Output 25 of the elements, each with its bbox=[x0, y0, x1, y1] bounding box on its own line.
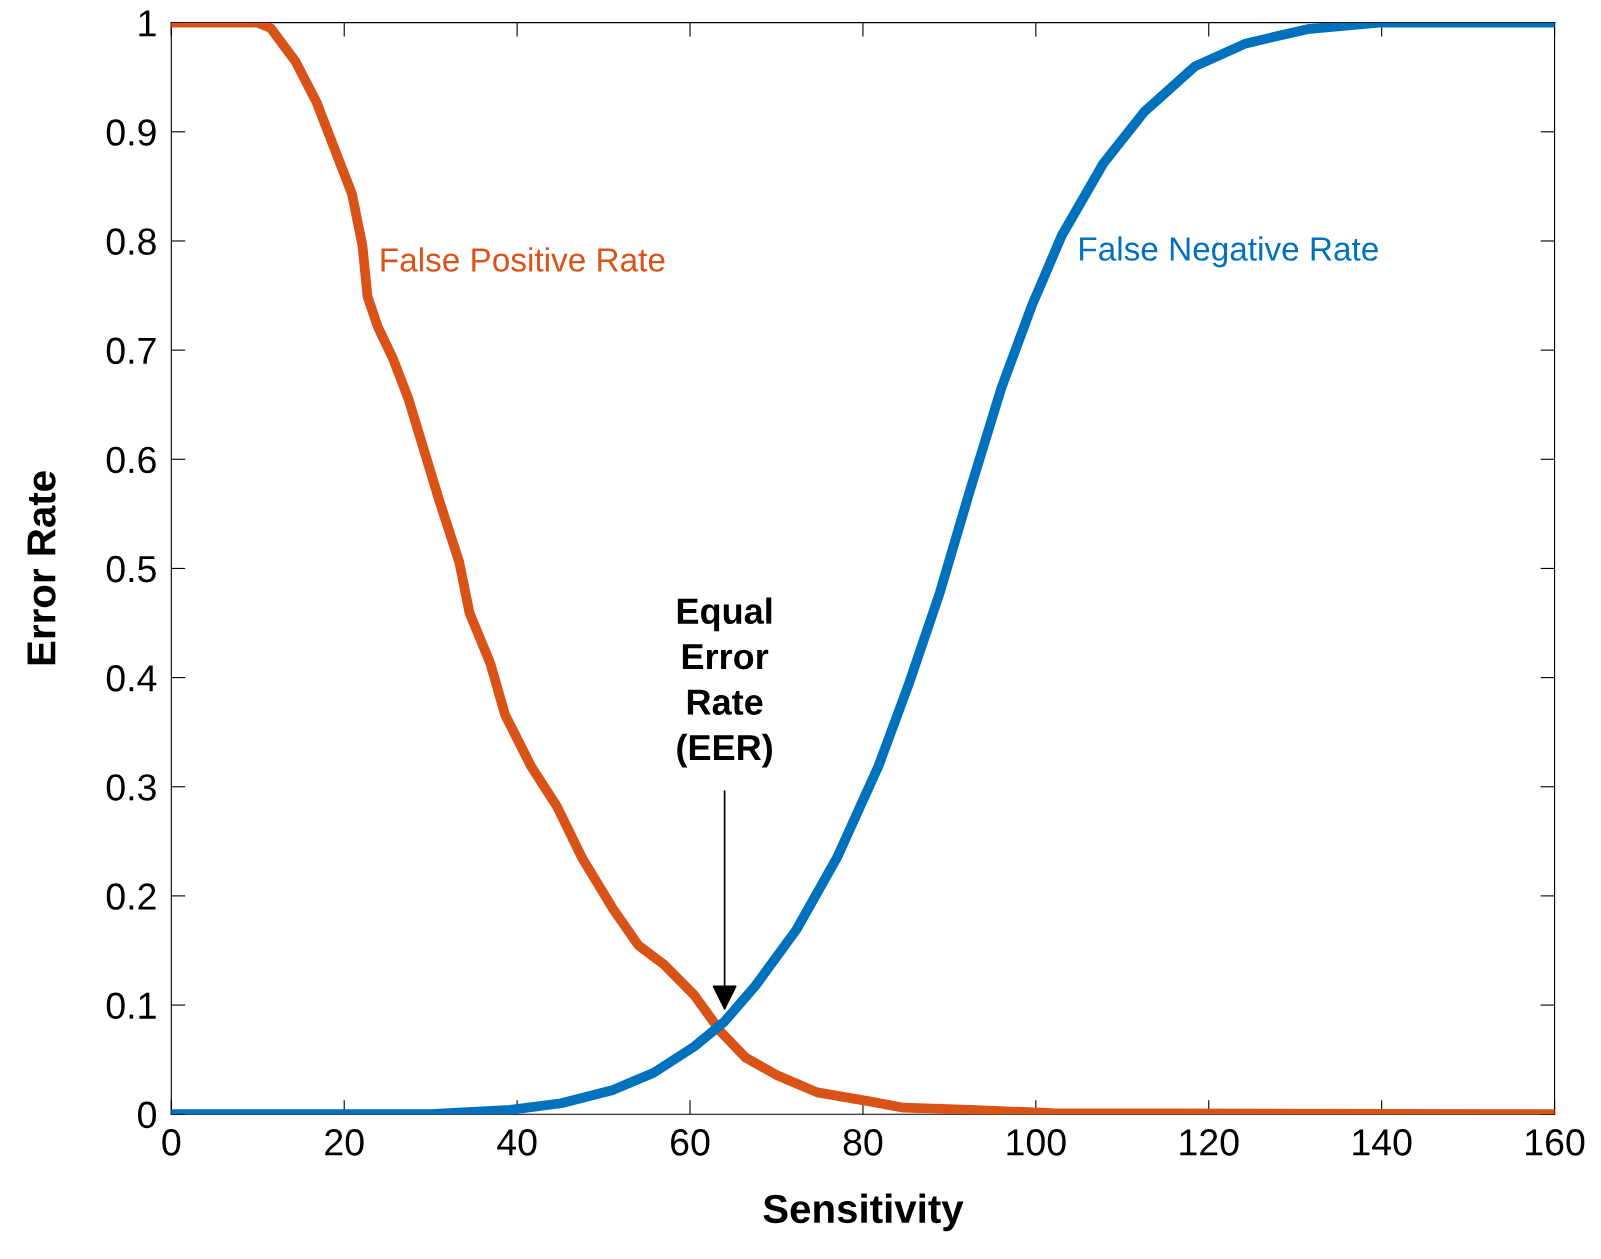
y-tick-label: 0.7 bbox=[106, 337, 156, 365]
y-tick-label: 0.9 bbox=[106, 119, 156, 146]
y-tick-label: 0.1 bbox=[106, 992, 156, 1020]
x-tick-label: 0 bbox=[162, 1129, 181, 1156]
y-tick-label: 1 bbox=[139, 10, 156, 37]
y-tick-label: 0.6 bbox=[106, 446, 156, 474]
y-tick-label: 0.2 bbox=[106, 883, 156, 910]
y-tick-label: 0 bbox=[138, 1101, 156, 1129]
x-tick-label: 140 bbox=[1353, 1129, 1412, 1156]
x-tick-label: 120 bbox=[1180, 1129, 1239, 1156]
series-label: False Negative Rate bbox=[1080, 236, 1378, 268]
x-tick-label: 20 bbox=[325, 1129, 364, 1156]
y-tick-label: 0.4 bbox=[106, 665, 157, 692]
x-tick-label: 160 bbox=[1526, 1129, 1585, 1156]
x-tick-label: 40 bbox=[497, 1129, 537, 1156]
y-tick-label: 0.8 bbox=[106, 228, 156, 255]
x-tick-label: 100 bbox=[1007, 1129, 1066, 1156]
y-axis-title: Error Rate bbox=[27, 471, 56, 665]
x-tick-label: 80 bbox=[843, 1129, 883, 1156]
y-tick-label: 0.3 bbox=[106, 774, 156, 801]
x-tick-label: 60 bbox=[671, 1129, 710, 1156]
series-label: False Positive Rate bbox=[381, 247, 665, 272]
annotation: Equal Error Rate (EER) bbox=[677, 597, 772, 768]
x-axis-title: Sensitivity bbox=[763, 1193, 964, 1232]
y-tick-label: 0.5 bbox=[106, 555, 156, 583]
